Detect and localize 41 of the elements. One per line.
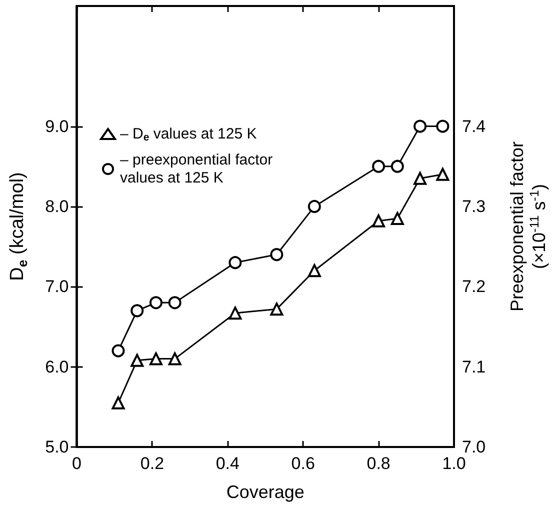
point	[372, 160, 386, 173]
y2-tick-label: 7.0	[462, 438, 486, 456]
point	[270, 248, 284, 262]
point	[228, 256, 242, 270]
point	[168, 296, 182, 310]
point	[308, 264, 321, 278]
x-tick-label: 1.0	[442, 454, 466, 473]
point	[130, 304, 144, 318]
point	[149, 352, 162, 366]
point	[130, 354, 144, 367]
point	[308, 200, 321, 213]
point	[168, 352, 182, 366]
point	[372, 214, 386, 228]
x-tick-label: 0.2	[140, 454, 164, 473]
y-tick-label: 5.0	[45, 438, 69, 456]
x-tick-label: 0.4	[216, 454, 240, 473]
x-tick-label: 0.6	[291, 454, 315, 473]
point	[390, 160, 404, 173]
point	[436, 120, 450, 133]
point	[149, 296, 162, 310]
point	[414, 172, 427, 185]
point	[414, 120, 427, 133]
point	[390, 212, 404, 225]
y2-tick-label: 7.4	[462, 116, 486, 136]
y-tick-label: 8.0	[45, 196, 69, 216]
x-tick-label: 0	[72, 454, 82, 473]
y2-tick-label: 7.3	[462, 196, 486, 216]
y2-tick-label: 7.1	[462, 357, 486, 376]
y-tick-label: 9.0	[45, 116, 69, 136]
point	[112, 344, 125, 358]
x-tick-label: 0.8	[366, 454, 390, 473]
point	[112, 396, 125, 410]
point	[270, 302, 284, 316]
y-tick-label: 7.0	[45, 277, 69, 296]
point	[228, 306, 242, 320]
y-tick-label: 6.0	[45, 357, 69, 376]
point	[436, 168, 450, 181]
y-axis-title: De (kcal/mol)	[7, 172, 30, 281]
legend-label: – preexponential factor values at 125 K	[120, 152, 273, 186]
y2-tick-label: 7.2	[462, 277, 486, 296]
x-axis-title: Coverage	[226, 482, 304, 502]
